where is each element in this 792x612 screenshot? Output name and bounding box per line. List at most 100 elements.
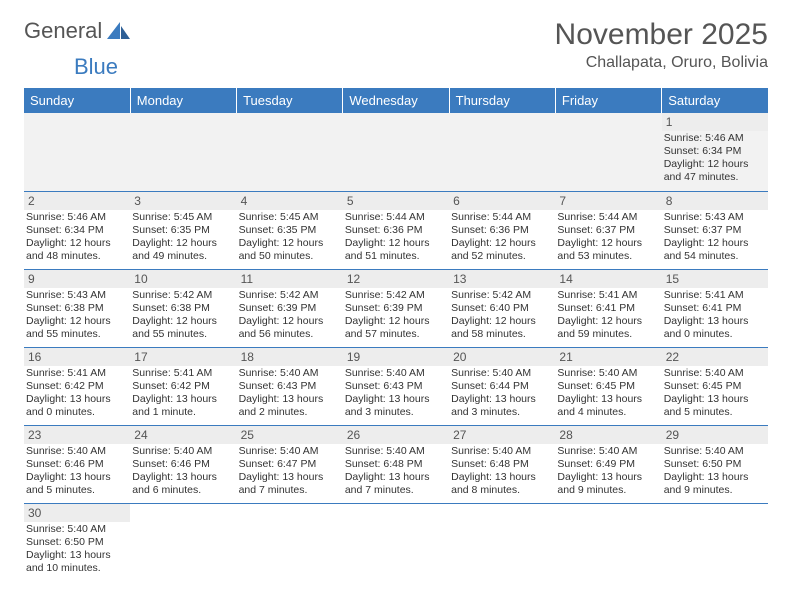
sun-info: Sunrise: 5:40 AMSunset: 6:46 PMDaylight:…	[24, 444, 130, 498]
calendar-cell: 13Sunrise: 5:42 AMSunset: 6:40 PMDayligh…	[449, 269, 555, 347]
calendar-cell: 7Sunrise: 5:44 AMSunset: 6:37 PMDaylight…	[555, 191, 661, 269]
sun-info: Sunrise: 5:40 AMSunset: 6:49 PMDaylight:…	[555, 444, 661, 498]
sun-info: Sunrise: 5:45 AMSunset: 6:35 PMDaylight:…	[237, 210, 343, 264]
sun-info: Sunrise: 5:42 AMSunset: 6:39 PMDaylight:…	[237, 288, 343, 342]
calendar-cell: 22Sunrise: 5:40 AMSunset: 6:45 PMDayligh…	[662, 347, 768, 425]
calendar-cell: 2Sunrise: 5:46 AMSunset: 6:34 PMDaylight…	[24, 191, 130, 269]
logo-sail-icon	[106, 21, 132, 41]
calendar-cell: 10Sunrise: 5:42 AMSunset: 6:38 PMDayligh…	[130, 269, 236, 347]
calendar-cell: 1Sunrise: 5:46 AMSunset: 6:34 PMDaylight…	[662, 113, 768, 191]
calendar-cell: 23Sunrise: 5:40 AMSunset: 6:46 PMDayligh…	[24, 425, 130, 503]
calendar-cell: 28Sunrise: 5:40 AMSunset: 6:49 PMDayligh…	[555, 425, 661, 503]
day-number: 24	[130, 426, 236, 444]
sun-info: Sunrise: 5:46 AMSunset: 6:34 PMDaylight:…	[24, 210, 130, 264]
calendar-cell: 11Sunrise: 5:42 AMSunset: 6:39 PMDayligh…	[237, 269, 343, 347]
sun-info: Sunrise: 5:46 AMSunset: 6:34 PMDaylight:…	[662, 131, 768, 185]
sun-info: Sunrise: 5:40 AMSunset: 6:48 PMDaylight:…	[449, 444, 555, 498]
sun-info: Sunrise: 5:41 AMSunset: 6:41 PMDaylight:…	[555, 288, 661, 342]
sun-info: Sunrise: 5:40 AMSunset: 6:43 PMDaylight:…	[343, 366, 449, 420]
day-number: 12	[343, 270, 449, 288]
calendar-cell	[130, 503, 236, 581]
sun-info: Sunrise: 5:40 AMSunset: 6:48 PMDaylight:…	[343, 444, 449, 498]
calendar-cell: 3Sunrise: 5:45 AMSunset: 6:35 PMDaylight…	[130, 191, 236, 269]
sun-info: Sunrise: 5:41 AMSunset: 6:41 PMDaylight:…	[662, 288, 768, 342]
calendar-cell: 30Sunrise: 5:40 AMSunset: 6:50 PMDayligh…	[24, 503, 130, 581]
day-number: 18	[237, 348, 343, 366]
calendar-row: 23Sunrise: 5:40 AMSunset: 6:46 PMDayligh…	[24, 425, 768, 503]
calendar-cell	[237, 503, 343, 581]
sun-info: Sunrise: 5:40 AMSunset: 6:45 PMDaylight:…	[662, 366, 768, 420]
calendar-cell	[24, 113, 130, 191]
day-number: 8	[662, 192, 768, 210]
calendar-row: 16Sunrise: 5:41 AMSunset: 6:42 PMDayligh…	[24, 347, 768, 425]
day-header: Saturday	[662, 88, 768, 113]
calendar-cell: 8Sunrise: 5:43 AMSunset: 6:37 PMDaylight…	[662, 191, 768, 269]
day-number: 9	[24, 270, 130, 288]
calendar-cell: 17Sunrise: 5:41 AMSunset: 6:42 PMDayligh…	[130, 347, 236, 425]
sun-info: Sunrise: 5:40 AMSunset: 6:50 PMDaylight:…	[24, 522, 130, 576]
calendar-cell: 15Sunrise: 5:41 AMSunset: 6:41 PMDayligh…	[662, 269, 768, 347]
day-number: 23	[24, 426, 130, 444]
sun-info: Sunrise: 5:40 AMSunset: 6:45 PMDaylight:…	[555, 366, 661, 420]
day-number: 10	[130, 270, 236, 288]
day-number: 26	[343, 426, 449, 444]
day-number: 15	[662, 270, 768, 288]
calendar-cell: 25Sunrise: 5:40 AMSunset: 6:47 PMDayligh…	[237, 425, 343, 503]
calendar-cell	[343, 113, 449, 191]
day-number: 13	[449, 270, 555, 288]
calendar-cell: 20Sunrise: 5:40 AMSunset: 6:44 PMDayligh…	[449, 347, 555, 425]
calendar-cell	[555, 503, 661, 581]
sun-info: Sunrise: 5:45 AMSunset: 6:35 PMDaylight:…	[130, 210, 236, 264]
calendar-cell: 24Sunrise: 5:40 AMSunset: 6:46 PMDayligh…	[130, 425, 236, 503]
calendar-cell: 19Sunrise: 5:40 AMSunset: 6:43 PMDayligh…	[343, 347, 449, 425]
day-header: Friday	[555, 88, 661, 113]
day-header: Tuesday	[237, 88, 343, 113]
day-number: 3	[130, 192, 236, 210]
sun-info: Sunrise: 5:40 AMSunset: 6:50 PMDaylight:…	[662, 444, 768, 498]
day-number: 19	[343, 348, 449, 366]
calendar-cell: 4Sunrise: 5:45 AMSunset: 6:35 PMDaylight…	[237, 191, 343, 269]
day-header: Sunday	[24, 88, 130, 113]
sun-info: Sunrise: 5:42 AMSunset: 6:38 PMDaylight:…	[130, 288, 236, 342]
calendar-cell: 16Sunrise: 5:41 AMSunset: 6:42 PMDayligh…	[24, 347, 130, 425]
day-number: 30	[24, 504, 130, 522]
day-number: 4	[237, 192, 343, 210]
calendar-cell: 18Sunrise: 5:40 AMSunset: 6:43 PMDayligh…	[237, 347, 343, 425]
calendar-cell: 6Sunrise: 5:44 AMSunset: 6:36 PMDaylight…	[449, 191, 555, 269]
calendar-cell: 12Sunrise: 5:42 AMSunset: 6:39 PMDayligh…	[343, 269, 449, 347]
day-number: 1	[662, 113, 768, 131]
sun-info: Sunrise: 5:42 AMSunset: 6:40 PMDaylight:…	[449, 288, 555, 342]
day-number: 20	[449, 348, 555, 366]
calendar-cell	[449, 113, 555, 191]
calendar-cell: 9Sunrise: 5:43 AMSunset: 6:38 PMDaylight…	[24, 269, 130, 347]
sun-info: Sunrise: 5:44 AMSunset: 6:37 PMDaylight:…	[555, 210, 661, 264]
calendar-cell	[237, 113, 343, 191]
calendar-cell: 14Sunrise: 5:41 AMSunset: 6:41 PMDayligh…	[555, 269, 661, 347]
day-header: Wednesday	[343, 88, 449, 113]
sun-info: Sunrise: 5:44 AMSunset: 6:36 PMDaylight:…	[449, 210, 555, 264]
day-header: Monday	[130, 88, 236, 113]
logo: General	[24, 18, 132, 44]
month-title: November 2025	[555, 18, 768, 52]
calendar-cell	[555, 113, 661, 191]
day-number: 7	[555, 192, 661, 210]
sun-info: Sunrise: 5:41 AMSunset: 6:42 PMDaylight:…	[24, 366, 130, 420]
day-number: 29	[662, 426, 768, 444]
logo-gray: General	[24, 18, 102, 44]
sun-info: Sunrise: 5:43 AMSunset: 6:37 PMDaylight:…	[662, 210, 768, 264]
calendar-row: 30Sunrise: 5:40 AMSunset: 6:50 PMDayligh…	[24, 503, 768, 581]
day-number: 16	[24, 348, 130, 366]
calendar-row: 2Sunrise: 5:46 AMSunset: 6:34 PMDaylight…	[24, 191, 768, 269]
sun-info: Sunrise: 5:43 AMSunset: 6:38 PMDaylight:…	[24, 288, 130, 342]
calendar-cell: 29Sunrise: 5:40 AMSunset: 6:50 PMDayligh…	[662, 425, 768, 503]
sun-info: Sunrise: 5:41 AMSunset: 6:42 PMDaylight:…	[130, 366, 236, 420]
day-number: 2	[24, 192, 130, 210]
day-number: 6	[449, 192, 555, 210]
sun-info: Sunrise: 5:42 AMSunset: 6:39 PMDaylight:…	[343, 288, 449, 342]
calendar-cell: 21Sunrise: 5:40 AMSunset: 6:45 PMDayligh…	[555, 347, 661, 425]
calendar-cell	[130, 113, 236, 191]
calendar-cell: 27Sunrise: 5:40 AMSunset: 6:48 PMDayligh…	[449, 425, 555, 503]
day-number: 27	[449, 426, 555, 444]
calendar-cell: 5Sunrise: 5:44 AMSunset: 6:36 PMDaylight…	[343, 191, 449, 269]
calendar-cell: 26Sunrise: 5:40 AMSunset: 6:48 PMDayligh…	[343, 425, 449, 503]
